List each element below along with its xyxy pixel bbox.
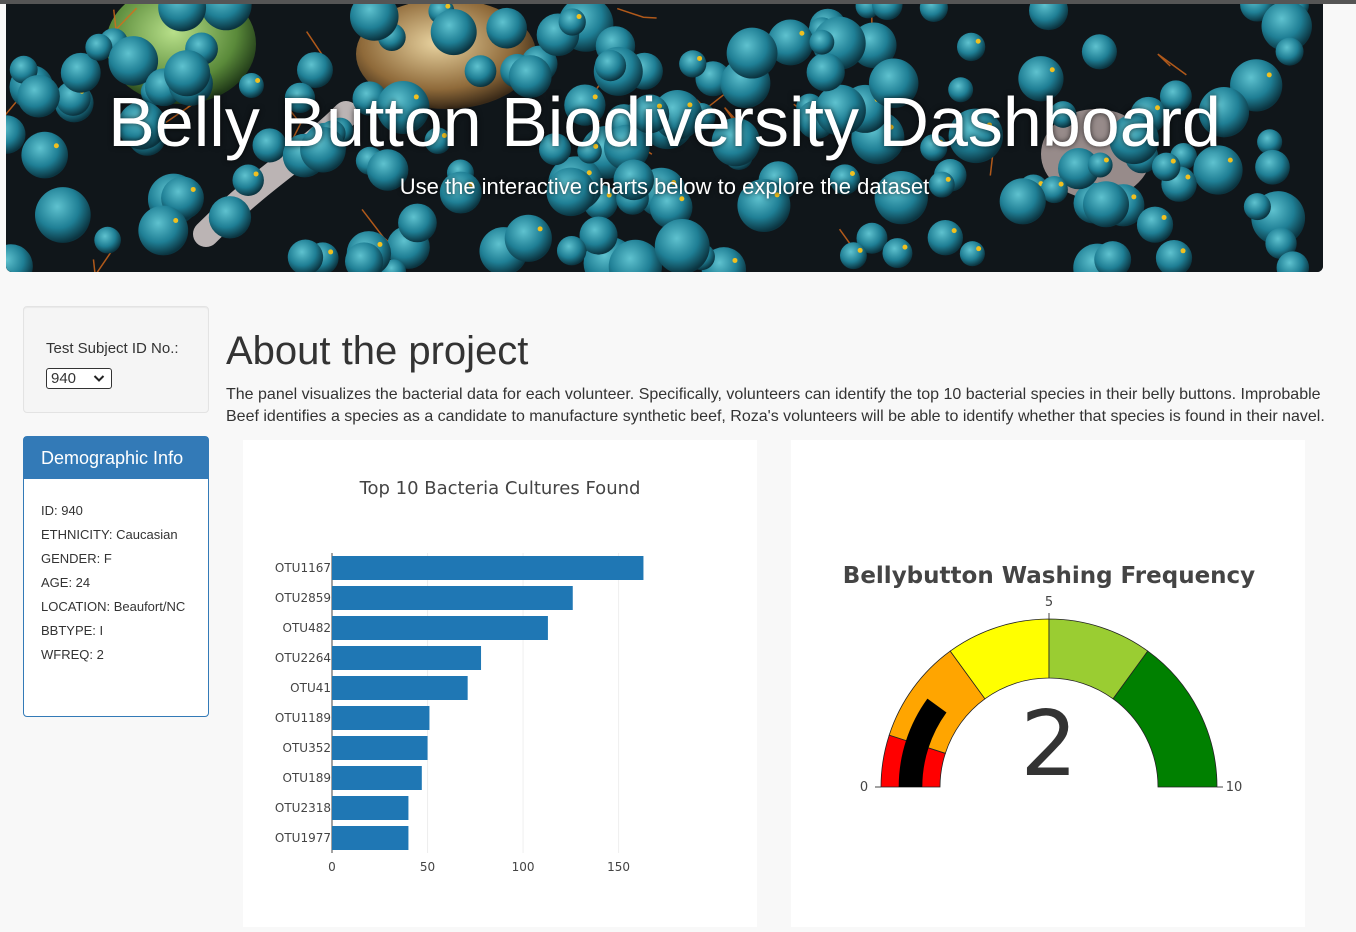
bar-otu2264 (332, 646, 482, 670)
gauge-step-4 (1112, 650, 1218, 788)
subject-selector-label: Test Subject ID No.: (46, 340, 179, 357)
gauge-chart-card: Bellybutton Washing Frequency 0 5 10 2 (791, 440, 1305, 927)
bar-otu1977 (332, 826, 409, 850)
gauge-tick-label: 10 (1226, 780, 1243, 795)
gauge-value-bar (898, 698, 947, 787)
bar-x-tick-label: 50 (420, 860, 435, 874)
bar-y-tick-label: OTU1189 (275, 711, 331, 725)
bar-x-tick-label: 150 (607, 860, 630, 874)
bar-chart-card: Top 10 Bacteria Cultures Found 0 50 100 150 O… (243, 440, 757, 927)
bar-y-tick-label: OTU1977 (275, 831, 331, 845)
gauge-tick-label: 5 (1045, 595, 1053, 610)
demo-bbtype: BBTYPE: I (41, 623, 104, 638)
bar-y-tick-label: OTU1167 (275, 561, 331, 575)
gauge-title: Bellybutton Washing Frequency (843, 563, 1255, 589)
demographic-info-heading: Demographic Info (24, 437, 208, 479)
bar-y-tick-label: OTU2859 (275, 591, 331, 605)
demo-location: LOCATION: Beaufort/NC (41, 599, 186, 614)
window-top-border (0, 0, 1356, 4)
bar-y-tick-label: OTU2318 (275, 801, 331, 815)
header-banner: Belly Button Biodiversity Dashboard Use … (6, 4, 1323, 272)
bar-y-tick-label: OTU482 (283, 621, 331, 635)
demographic-info-body: ID: 940 ETHNICITY: Caucasian GENDER: F A… (24, 479, 208, 662)
bar-otu189 (332, 766, 422, 790)
bar-y-tick-label: OTU2264 (275, 651, 331, 665)
demo-wfreq: WFREQ: 2 (41, 647, 104, 662)
page-subtitle: Use the interactive charts below to expl… (399, 174, 930, 199)
demo-id: ID: 940 (41, 503, 83, 518)
chevron-down-icon (93, 375, 105, 382)
bar-otu2318 (332, 796, 409, 820)
demographic-info-panel: Demographic Info ID: 940 ETHNICITY: Cauc… (23, 436, 209, 717)
bar-otu1189 (332, 706, 430, 730)
bacteria-background-image (6, 4, 1323, 272)
bar-x-tick-label: 100 (512, 860, 535, 874)
bar-y-tick-label: OTU189 (283, 771, 331, 785)
page-title: Belly Button Biodiversity Dashboard (108, 83, 1221, 161)
bar-otu352 (332, 736, 428, 760)
gauge-chart[interactable]: Bellybutton Washing Frequency 0 5 10 2 (791, 440, 1305, 927)
demo-ethnicity: ETHNICITY: Caucasian (41, 527, 178, 542)
bar-chart[interactable]: Top 10 Bacteria Cultures Found 0 50 100 150 O… (243, 440, 757, 927)
bar-y-tick-label: OTU41 (290, 681, 331, 695)
demo-age: AGE: 24 (41, 575, 91, 590)
about-description: The panel visualizes the bacterial data … (226, 386, 1325, 425)
bar-y-tick-label: OTU352 (283, 741, 331, 755)
gauge-tick-label: 0 (860, 780, 868, 795)
bar-chart-title: Top 10 Bacteria Cultures Found (359, 478, 641, 499)
subject-id-select[interactable]: 940 (46, 368, 112, 389)
bar-otu1167 (332, 556, 644, 580)
subject-selector-well: Test Subject ID No.: 940 (23, 306, 209, 413)
about-title: About the project (226, 329, 529, 373)
bar-x-tick-label: 0 (328, 860, 336, 874)
bar-otu2859 (332, 586, 573, 610)
bar-otu41 (332, 676, 468, 700)
subject-id-selected-value: 940 (51, 370, 77, 387)
gauge-value-label: 2 (1020, 692, 1077, 797)
demo-gender: GENDER: F (41, 551, 112, 566)
bar-otu482 (332, 616, 548, 640)
